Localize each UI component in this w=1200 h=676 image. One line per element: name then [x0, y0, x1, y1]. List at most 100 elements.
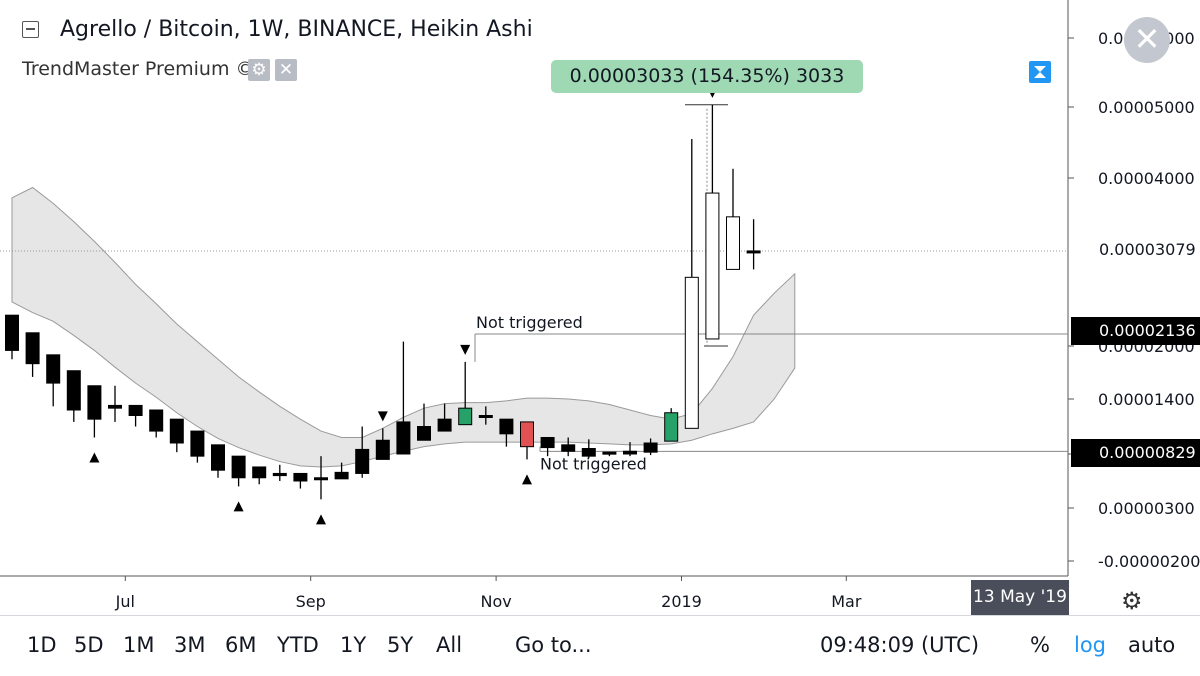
candle-body: [231, 455, 246, 479]
candle-body: [458, 407, 473, 426]
down-arrow-marker: [460, 344, 471, 355]
range-ytd-button[interactable]: YTD: [277, 633, 319, 657]
collapse-legend-icon[interactable]: [22, 21, 39, 38]
candle: [149, 409, 164, 438]
axes: 0.000060000.000050000.000040000.00002000…: [115, 29, 1200, 611]
range-1y-button[interactable]: 1Y: [340, 633, 367, 657]
percent-scale-button[interactable]: %: [1030, 633, 1050, 657]
resistance-price-tag: 0.00002136: [1071, 317, 1200, 345]
candle-body: [66, 370, 81, 411]
candle-body: [746, 250, 761, 254]
candle-body: [128, 404, 143, 416]
candle-body: [540, 437, 555, 449]
candle: [726, 168, 740, 270]
log-scale-button[interactable]: log: [1074, 633, 1107, 657]
candle: [561, 437, 576, 457]
candle-body: [726, 216, 740, 270]
scale-toggle-icon[interactable]: [1029, 61, 1051, 83]
candles: [5, 104, 761, 500]
crosshair-date: 13 May '19: [971, 580, 1069, 615]
candle-body: [499, 418, 514, 435]
candle: [252, 466, 267, 485]
candle-body: [211, 444, 225, 471]
candle-body: [396, 421, 411, 455]
utc-clock[interactable]: 09:48:09 (UTC): [820, 633, 980, 657]
auto-scale-button[interactable]: auto: [1128, 633, 1176, 657]
close-icon[interactable]: ✕: [1124, 17, 1170, 63]
candle: [190, 430, 205, 463]
candle-body: [87, 385, 102, 420]
candle: [643, 438, 658, 456]
candle-body: [293, 472, 308, 482]
x-tick-label: Mar: [831, 592, 862, 611]
candle-body: [334, 471, 349, 480]
candle-body: [314, 477, 328, 481]
range-3m-button[interactable]: 3M: [174, 633, 206, 657]
candle-body: [643, 442, 658, 453]
goto-button[interactable]: Go to...: [515, 633, 592, 657]
candle: [128, 404, 143, 427]
candle-body: [149, 409, 164, 432]
support-price-tag: 0.00000829: [1071, 439, 1200, 467]
candle: [540, 437, 555, 457]
candle-body: [5, 314, 19, 351]
range-all-button[interactable]: All: [436, 633, 463, 657]
indicator-settings-icon[interactable]: ⚙: [248, 59, 270, 81]
x-tick-label: Nov: [480, 592, 511, 611]
candle: [602, 451, 617, 457]
x-tick-label: Sep: [296, 592, 326, 611]
candle-body: [664, 412, 679, 442]
candle: [396, 341, 411, 455]
candle: [684, 138, 699, 429]
candle-body: [272, 472, 287, 477]
candle: [746, 219, 761, 270]
y-tick-label: -0.00000200: [1098, 552, 1200, 571]
range-5y-button[interactable]: 5Y: [387, 633, 414, 657]
y-tick-label: 0.00004000: [1098, 169, 1195, 188]
candle-body: [602, 451, 617, 455]
up-arrow-marker: [522, 474, 532, 485]
candle: [375, 428, 390, 460]
candle: [231, 455, 246, 487]
candle: [499, 418, 514, 447]
y-tick-label: 0.00005000: [1098, 98, 1195, 117]
gear-icon[interactable]: ⚙: [1121, 587, 1143, 615]
y-tick-label: 0.00000300: [1098, 499, 1195, 518]
candle-body: [355, 448, 370, 474]
candle: [458, 361, 473, 426]
candle: [66, 370, 81, 422]
candle: [623, 442, 637, 457]
indicator-remove-icon[interactable]: ✕: [275, 59, 297, 81]
candle: [314, 456, 328, 500]
candle-body: [705, 192, 720, 340]
range-5d-button[interactable]: 5D: [74, 633, 104, 657]
candle-body: [581, 448, 596, 457]
candle-body: [375, 439, 390, 460]
x-tick-label: 2019: [661, 592, 702, 611]
candle-body: [561, 444, 576, 452]
range-1d-button[interactable]: 1D: [27, 633, 57, 657]
cloud-band: [11, 186, 796, 468]
candle-body: [169, 418, 184, 444]
range-6m-button[interactable]: 6M: [225, 633, 257, 657]
up-arrow-marker: [233, 501, 244, 512]
candle: [293, 472, 308, 489]
candle-body: [417, 426, 431, 441]
candle-body: [684, 276, 699, 429]
candle-body: [478, 415, 493, 418]
candle: [355, 426, 370, 478]
candle-body: [25, 332, 40, 365]
candle: [520, 421, 534, 460]
candle: [46, 354, 61, 407]
candle: [272, 464, 287, 481]
chart-title: Agrello / Bitcoin, 1W, BINANCE, Heikin A…: [60, 17, 533, 42]
candle-body: [108, 404, 122, 409]
candle-body: [623, 450, 637, 455]
candle: [705, 104, 720, 340]
range-1m-button[interactable]: 1M: [123, 633, 155, 657]
not-triggered-top-label: Not triggered: [476, 313, 583, 332]
bottom-toolbar: 1D 5D 1M 3M 6M YTD 1Y 5Y All Go to... 09…: [0, 615, 1200, 676]
down-arrow-marker: [377, 411, 388, 422]
candle: [478, 406, 493, 425]
candle: [5, 314, 19, 360]
